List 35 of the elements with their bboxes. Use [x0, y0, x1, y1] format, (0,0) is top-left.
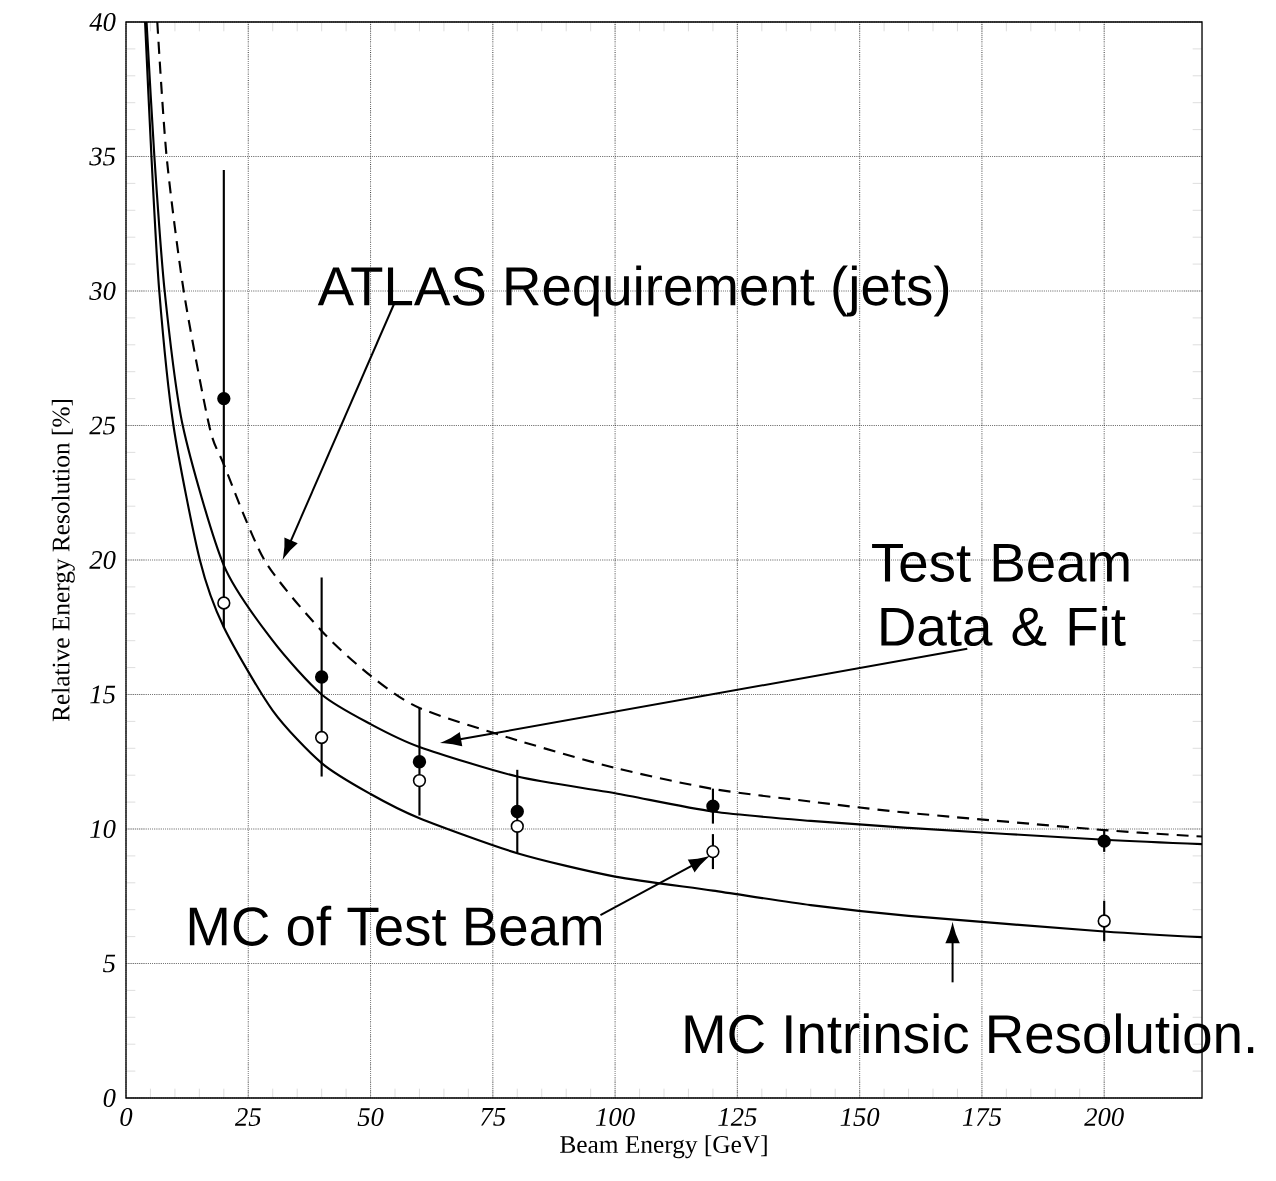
- x-axis-title: Beam Energy [GeV]: [560, 1135, 767, 1159]
- y-tick-label: 20: [89, 551, 116, 569]
- point: [510, 804, 524, 819]
- x-tick-label: 50: [357, 1108, 384, 1127]
- annotation: Test Beam Data & Fit: [872, 543, 1129, 647]
- x-tick-label: 150: [840, 1108, 880, 1127]
- y-tick-label: 25: [89, 416, 116, 435]
- y-tick-label: 5: [103, 954, 116, 973]
- x-tick-label: 200: [1084, 1108, 1124, 1127]
- point: [510, 819, 524, 833]
- y-axis-title: Relative Energy Resolution [%]: [51, 399, 75, 722]
- x-tick-label: 75: [481, 1108, 506, 1126]
- point: [1097, 834, 1111, 848]
- point: [412, 773, 427, 788]
- x-tick-label: 25: [234, 1108, 261, 1126]
- y-tick-label: 40: [89, 13, 116, 31]
- y-tick-label: 15: [90, 685, 116, 704]
- point: [314, 730, 329, 745]
- point: [1097, 914, 1111, 928]
- y-tick-label: 0: [103, 1089, 116, 1107]
- point: [706, 844, 720, 859]
- point: [314, 670, 329, 684]
- y-tick-label: 30: [89, 282, 116, 300]
- annotation: ATLAS Requirement (jets): [317, 265, 949, 317]
- point: [217, 391, 231, 406]
- x-tick-label: 175: [962, 1108, 1002, 1126]
- point: [412, 755, 427, 769]
- x-tick-label: 100: [596, 1108, 635, 1127]
- y-tick-label: 35: [89, 147, 116, 166]
- annotation: MC of Test Beam: [189, 905, 601, 946]
- x-tick-label: 125: [718, 1108, 757, 1126]
- point: [217, 596, 231, 610]
- point: [706, 799, 720, 813]
- y-tick-label: 10: [90, 820, 116, 838]
- x-tick-label: 0: [120, 1108, 133, 1127]
